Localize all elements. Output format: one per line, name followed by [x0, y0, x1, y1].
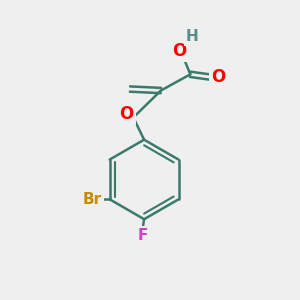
- Text: O: O: [211, 68, 225, 86]
- Text: H: H: [186, 28, 199, 44]
- Text: Br: Br: [82, 192, 102, 207]
- Text: F: F: [137, 229, 148, 244]
- Text: O: O: [172, 42, 187, 60]
- Text: O: O: [119, 105, 134, 123]
